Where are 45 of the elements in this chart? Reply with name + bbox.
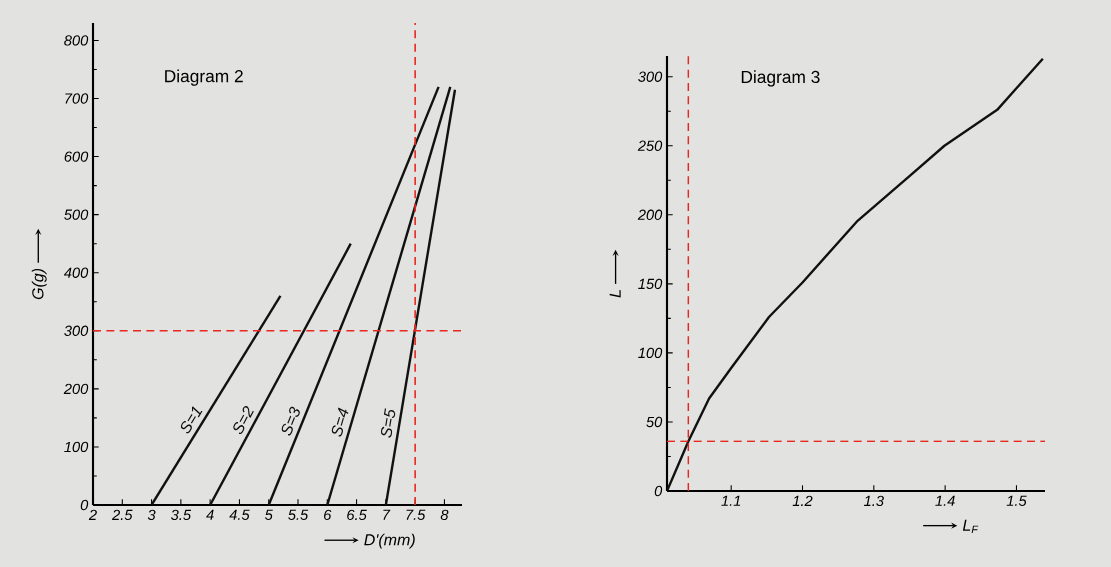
line-series: [667, 57, 1045, 491]
x-tick-label: 6: [324, 509, 332, 521]
text: Diagram 2: [165, 69, 243, 86]
y-axis-title: G(g): [31, 268, 47, 300]
x-tick-label: 2.5: [112, 509, 133, 521]
x-tick-label: 4.5: [229, 509, 250, 520]
x-tick-label: 1.5: [1006, 495, 1027, 506]
x-tick-label: 8: [440, 509, 449, 521]
y-tick-label: 100: [64, 441, 89, 453]
x-tick-label: 5.5: [288, 509, 309, 520]
x-tick-label: 7.5: [406, 509, 426, 520]
x-tick-label: 5: [264, 509, 273, 520]
x-axis-title: D'(mm): [364, 533, 415, 549]
x-tick-label: 1.1: [721, 495, 741, 506]
x-axis-title: L$_{F}$: [962, 519, 979, 534]
y-tick-label: 600: [64, 151, 89, 162]
y-tick-label: 400: [63, 267, 89, 278]
y-tick-label: 50: [646, 416, 663, 428]
x-tick-label: 2: [88, 509, 97, 520]
y-tick-label: 300: [64, 325, 89, 336]
x-tick-label: 3: [147, 509, 156, 521]
x-tick-label: 4: [206, 509, 214, 520]
x-tick-label: 1.3: [864, 495, 884, 507]
y-tick-label: 0: [654, 485, 663, 497]
x-tick-label: 3.5: [171, 509, 192, 521]
text: S=3: [281, 406, 300, 436]
y-tick-label: 200: [63, 383, 89, 395]
y-tick-label: 100: [638, 347, 663, 359]
text: S=2: [233, 405, 254, 435]
text: Diagram 3: [741, 70, 820, 87]
y-tick-label: 500: [64, 209, 89, 220]
y-tick-label: 0: [80, 499, 89, 511]
x-tick-label: 6.5: [347, 509, 367, 521]
y-tick-label: 200: [637, 209, 663, 220]
text: S=4: [331, 407, 349, 437]
y-tick-label: 250: [637, 140, 663, 151]
x-tick-label: 7: [383, 509, 391, 520]
y-tick-label: 800: [64, 35, 89, 46]
text: S=5: [380, 408, 396, 438]
y-tick-label: 300: [638, 71, 663, 82]
x-tick-label: 1.2: [792, 495, 813, 506]
x-tick-label: 1.4: [935, 495, 955, 506]
y-tick-label: 700: [65, 93, 89, 104]
y-tick-label: 150: [638, 278, 663, 290]
y-axis-title: L: [609, 290, 621, 298]
